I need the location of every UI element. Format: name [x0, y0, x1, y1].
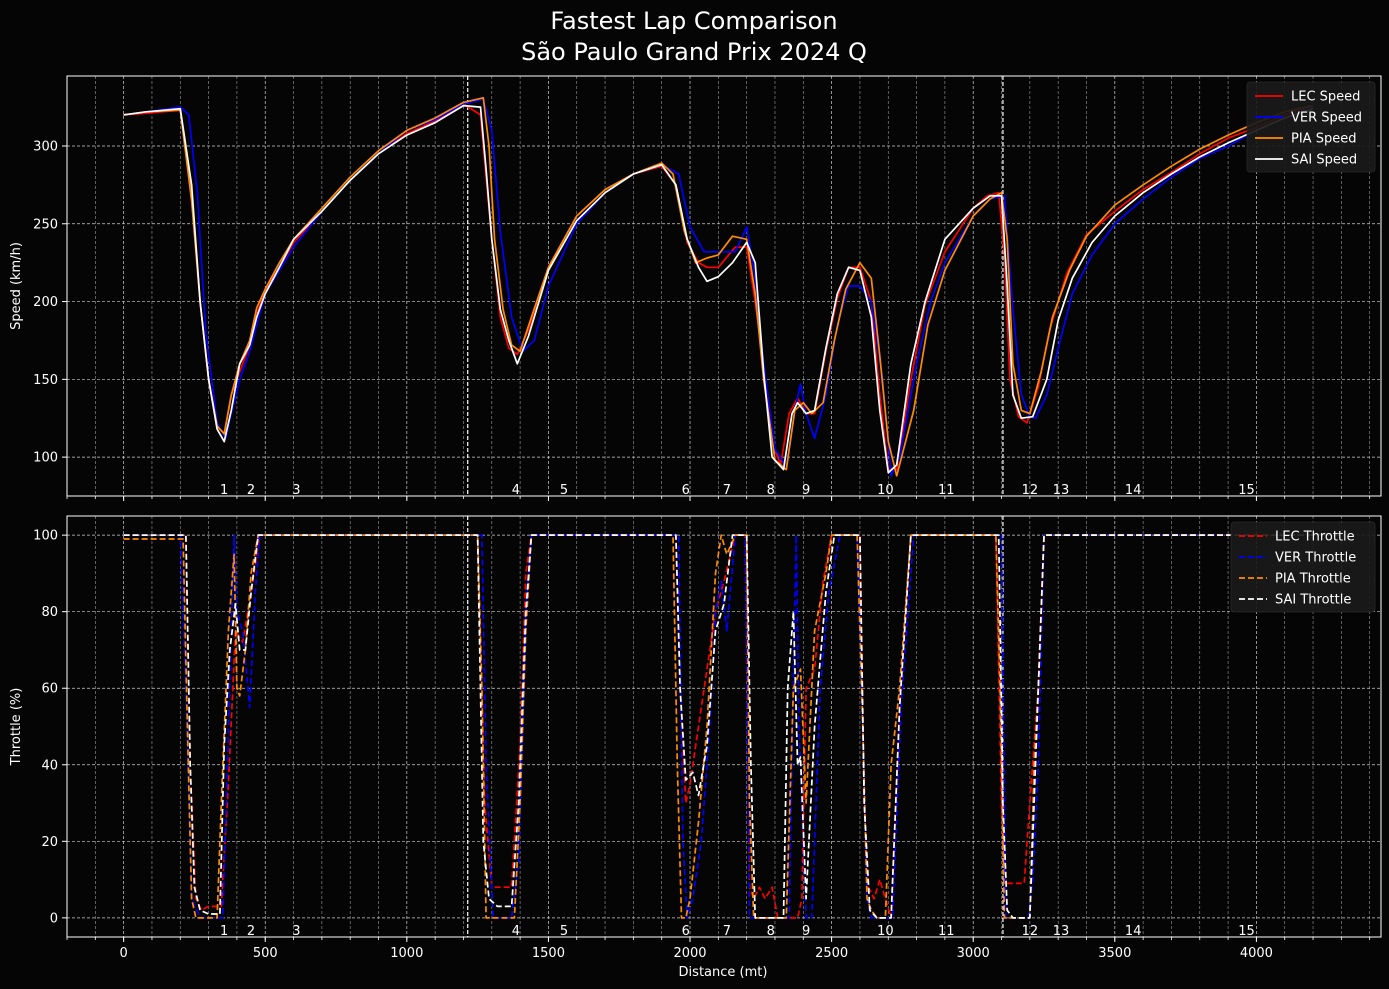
panel-0-y-tick-label: 150 [33, 373, 58, 388]
x-tick-label: 1000 [390, 946, 423, 961]
legend-label-pia-throttle: PIA Throttle [1275, 572, 1351, 587]
series-line-sai-speed [123, 104, 1314, 474]
panel-0-corner-label: 5 [560, 483, 568, 498]
series-line-ver-throttle [123, 534, 1342, 919]
legend-label-lec-throttle: LEC Throttle [1275, 530, 1355, 545]
panel-0-corner-label: 6 [682, 483, 690, 498]
panel-0-y-axis-label: Speed (km/h) [9, 242, 24, 330]
panel-1-corner-label: 1 [220, 924, 228, 939]
panel-0-corner-label: 8 [767, 483, 775, 498]
throttle-panel: 0 500 1000 1500 2000 2500 3000 3500 4000 0 20 40 60 8… [9, 515, 1382, 961]
panel-1-corner-label: 6 [682, 924, 690, 939]
panel-1-corner-label: 12 [1022, 924, 1039, 939]
panel-1-series-group [123, 534, 1342, 919]
legend-label-ver-throttle: VER Throttle [1275, 551, 1356, 566]
panel-1-corner-label: 5 [560, 924, 568, 939]
panel-0-corner-label: 10 [877, 483, 894, 498]
x-tick-label: 2500 [815, 946, 848, 961]
legend-label-pia-speed: PIA Speed [1291, 132, 1356, 147]
series-line-sai-throttle [123, 534, 1342, 919]
x-tick-label: 4000 [1240, 946, 1273, 961]
legend-label-sai-throttle: SAI Throttle [1275, 593, 1351, 608]
panel-0-y-tick-label: 250 [33, 217, 58, 232]
panel-1-corner-label: 7 [723, 924, 731, 939]
panel-1-corner-label: 2 [247, 924, 255, 939]
chart-subtitle: São Paulo Grand Prix 2024 Q [521, 38, 867, 66]
panel-0-corner-label: 14 [1125, 483, 1142, 498]
series-line-pia-throttle [123, 534, 1342, 919]
panel-1-corner-label: 4 [512, 924, 520, 939]
panel-1-y-tick-label: 20 [41, 835, 58, 850]
panel-0-legend-box [1246, 81, 1376, 173]
panel-0-series-group [123, 96, 1314, 477]
series-line-lec-throttle [123, 534, 1342, 919]
x-tick-label: 1500 [532, 946, 565, 961]
panel-0-corner-label: 12 [1022, 483, 1039, 498]
panel-1-y-tick-label: 60 [41, 682, 58, 697]
panel-0-y-tick-label: 300 [33, 140, 58, 155]
chart-title: Fastest Lap Comparison [550, 7, 837, 35]
panel-0-corner-label: 11 [938, 483, 955, 498]
panel-0-legend: LEC Speed VER Speed PIA Speed SAI Speed [1246, 81, 1376, 173]
panel-1-axes-frame [66, 515, 1382, 938]
legend-label-ver-speed: VER Speed [1291, 111, 1362, 126]
panel-0-corner-label: 3 [292, 483, 300, 498]
panel-1-corner-label: 11 [938, 924, 955, 939]
panel-1-corner-label: 3 [292, 924, 300, 939]
panel-1-y-tick-label: 80 [41, 605, 58, 620]
legend-label-sai-speed: SAI Speed [1291, 153, 1357, 168]
panel-1-y-axis-label: Throttle (%) [9, 688, 24, 767]
x-tick-label: 3500 [1098, 946, 1131, 961]
panel-0-corner-label: 15 [1238, 483, 1255, 498]
panel-1-corner-label: 10 [877, 924, 894, 939]
panel-0-axes-frame [66, 75, 1382, 497]
panel-1-legend-box [1230, 521, 1376, 613]
panel-0-y-tick-label: 200 [33, 295, 58, 310]
panel-1-corner-label: 15 [1238, 924, 1255, 939]
x-tick-label: 500 [253, 946, 278, 961]
panel-1-y-tick-label: 40 [41, 758, 58, 773]
panel-0-y-tick-label: 100 [33, 451, 58, 466]
panel-0-corner-label: 7 [723, 483, 731, 498]
x-axis-label: Distance (mt) [679, 965, 768, 980]
panel-1-corner-label: 14 [1125, 924, 1142, 939]
panel-0-corner-label: 2 [247, 483, 255, 498]
panel-1-corner-label: 9 [802, 924, 810, 939]
series-line-pia-speed [123, 96, 1314, 477]
panel-0-corner-label: 13 [1053, 483, 1070, 498]
panel-1-corner-label: 8 [767, 924, 775, 939]
x-tick-label: 0 [119, 946, 127, 961]
legend-label-lec-speed: LEC Speed [1291, 90, 1360, 105]
panel-1-legend: LEC Throttle VER Throttle PIA Throttle SAI … [1230, 521, 1376, 613]
panel-1-corner-label: 13 [1053, 924, 1070, 939]
x-tick-label: 2000 [673, 946, 706, 961]
panel-0-corner-label: 1 [220, 483, 228, 498]
panel-1-y-tick-label: 100 [33, 529, 58, 544]
x-tick-label: 3000 [957, 946, 990, 961]
panel-0-corner-label: 4 [512, 483, 520, 498]
panel-0-corner-label: 9 [802, 483, 810, 498]
panel-1-y-tick-label: 0 [50, 911, 58, 926]
